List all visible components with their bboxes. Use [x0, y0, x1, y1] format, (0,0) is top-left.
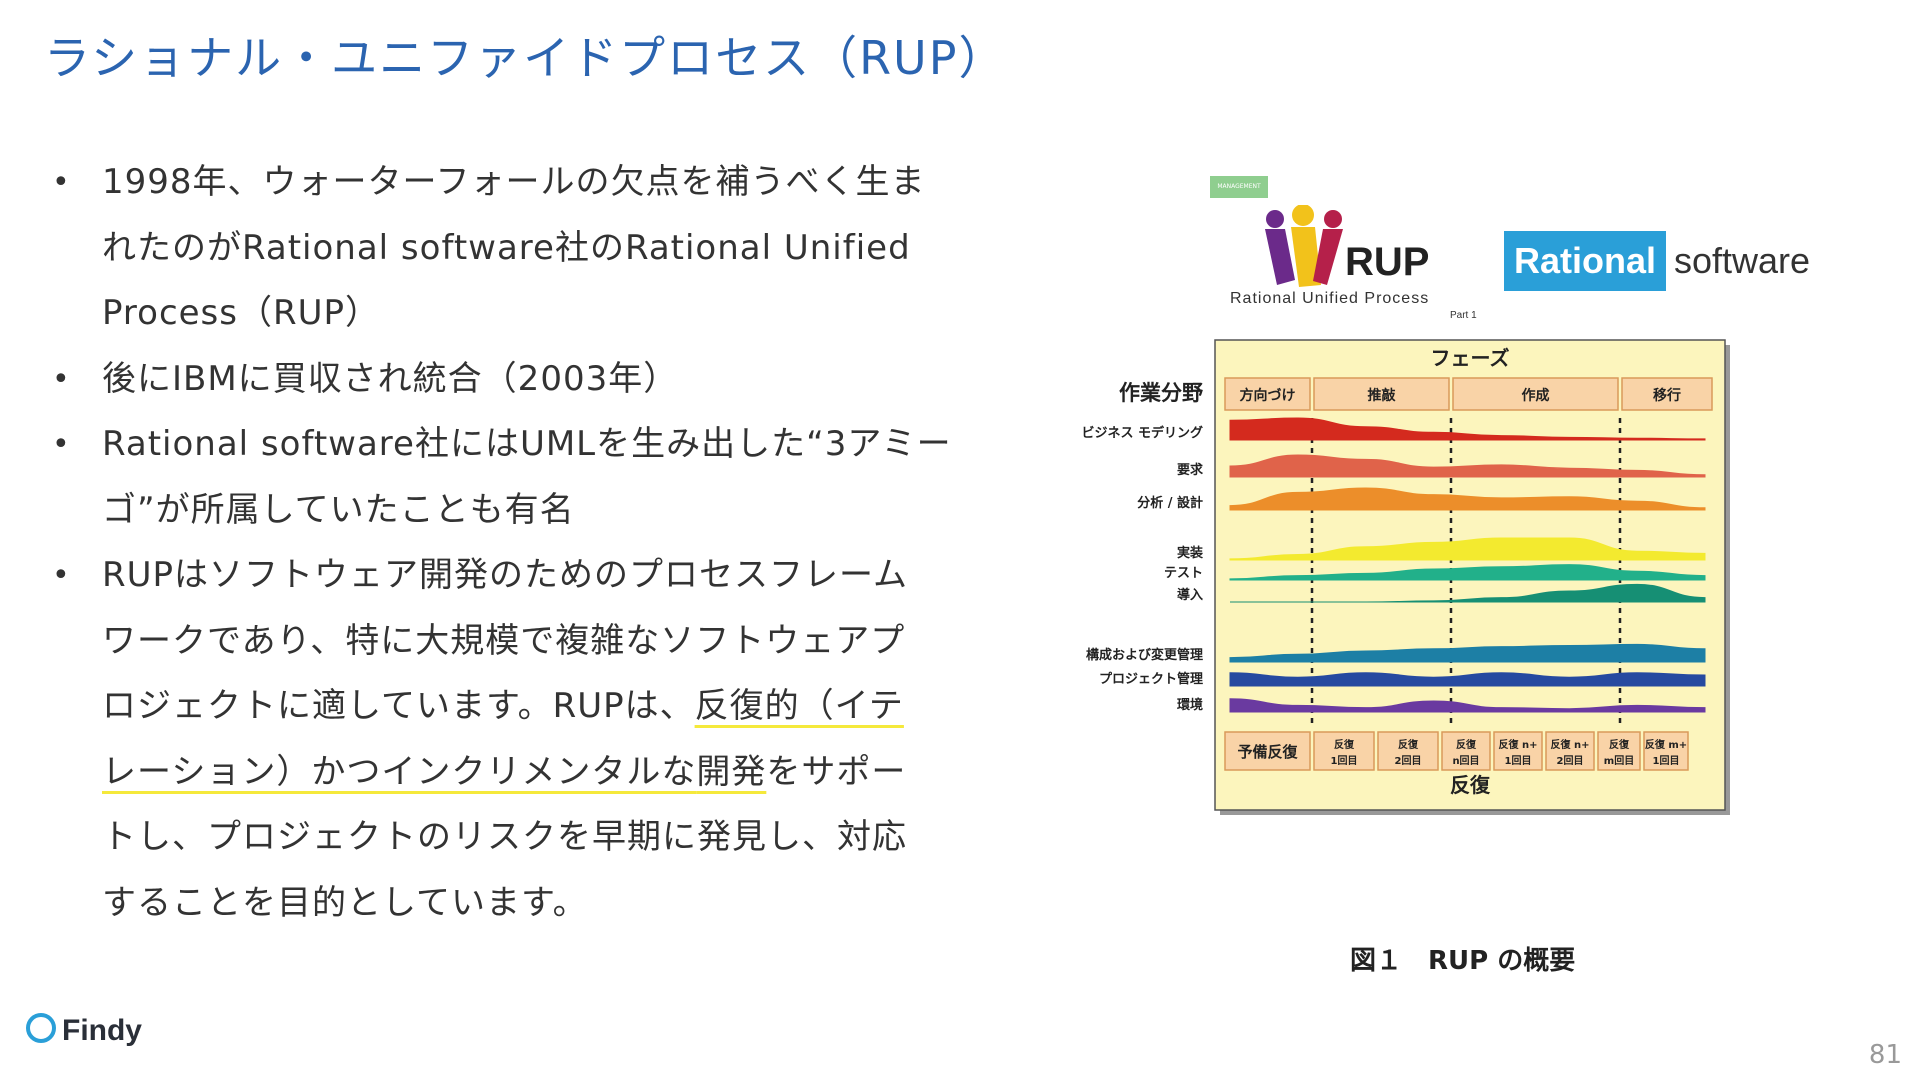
rup-logo-part: Part 1 — [1450, 310, 1477, 321]
discipline-label: ビジネス モデリング — [1081, 425, 1203, 441]
discipline-area — [1229, 643, 1706, 663]
y-axis-label: 作業分野 — [1119, 381, 1203, 405]
bullet-line: Process（RUP） — [102, 293, 380, 333]
phase-tab — [1621, 377, 1713, 411]
page-number: 81 — [1868, 1040, 1902, 1070]
discipline-label: プロジェクト管理 — [1099, 671, 1203, 687]
iteration-box — [1545, 731, 1595, 771]
rational-logo: Rational — [1504, 231, 1666, 291]
iteration-box — [1493, 731, 1543, 771]
bullet-line: Rational software社にはUMLを生み出した“3アミー — [102, 424, 952, 464]
discipline-label: 環境 — [1177, 697, 1203, 713]
iteration-box — [1441, 731, 1491, 771]
discipline-area — [1229, 454, 1706, 478]
highlighted-text: レーション）かつインクリメンタルな — [102, 751, 697, 792]
discipline-label: 構成および変更管理 — [1086, 647, 1203, 663]
figure-caption: 図１ RUP の概要 — [1350, 946, 1576, 976]
iteration-label: 反復 — [1456, 738, 1477, 751]
iteration-label: 反復 n+ — [1551, 738, 1590, 751]
bullet-line: ロジェクトに適しています。RUPは、反復的（イテ — [102, 674, 962, 740]
iteration-label: 反復 — [1609, 738, 1630, 751]
phase-label: 作成 — [1522, 387, 1550, 404]
bullet-item: 後にIBMに買収され統合（2003年） — [52, 347, 962, 413]
bullet-line: ワークであり、特に大規模で複雑なソフトウェアプ — [102, 620, 906, 661]
rational-software-text: software — [1674, 240, 1811, 281]
bullet-line: ゴ”が所属していたことも有名 — [102, 489, 575, 530]
bullet-line: トし、プロジェクトのリスクを早期に発見し、対応 — [102, 817, 907, 857]
iteration-label: 1回目 — [1653, 755, 1680, 767]
discipline-area — [1229, 417, 1706, 441]
phase-label: 移行 — [1653, 387, 1681, 404]
x-axis-label: 反復 — [1450, 773, 1491, 797]
discipline-label: 分析 / 設計 — [1137, 495, 1203, 511]
discipline-label: 導入 — [1177, 587, 1203, 603]
phase-label: 推敲 — [1368, 387, 1397, 404]
bullet-line: 1998年、ウォーターフォールの欠点を補うべく生ま — [102, 162, 926, 202]
bullet-line: RUPはソフトウェア開発のためのプロセスフレーム — [102, 555, 908, 595]
bullet-list: 1998年、ウォーターフォールの欠点を補うべく生ま れたのがRational s… — [52, 150, 962, 936]
bullet-item: 1998年、ウォーターフォールの欠点を補うべく生ま れたのがRational s… — [52, 150, 962, 347]
bullet-line: レーション）かつインクリメンタルな開発をサポー — [102, 740, 962, 806]
findy-logo-icon — [26, 1013, 56, 1043]
iteration-label: 1回目 — [1505, 755, 1532, 767]
bullet-text: ロジェクトに適しています。RUPは、 — [102, 686, 695, 726]
iteration-label: 反復 — [1398, 738, 1419, 751]
rup-people-logo-icon — [1265, 205, 1343, 287]
iteration-label: 反復 n+ — [1499, 738, 1538, 751]
iteration-label: 2回目 — [1395, 755, 1422, 767]
iteration-box — [1597, 731, 1641, 771]
discipline-label: テスト — [1164, 566, 1203, 581]
bullet-text: をサポー — [766, 751, 907, 792]
discipline-label: 実装 — [1177, 545, 1203, 561]
iteration-label: 予備反復 — [1237, 743, 1298, 761]
discipline-area — [1229, 583, 1706, 603]
discipline-area — [1229, 564, 1706, 581]
highlighted-text: 開発 — [696, 751, 767, 792]
discipline-label: 要求 — [1177, 462, 1204, 478]
bullet-item: RUPはソフトウェア開発のためのプロセスフレーム ワークであり、特に大規模で複雑… — [52, 543, 962, 936]
discipline-area — [1229, 487, 1706, 511]
iteration-label: n回目 — [1452, 755, 1479, 767]
iteration-box — [1313, 731, 1375, 771]
iteration-box — [1377, 731, 1439, 771]
bullet-line: れたのがRational software社のRational Unified — [102, 227, 911, 268]
phase-label: 方向づけ — [1240, 387, 1296, 404]
iteration-label: 1回目 — [1331, 755, 1358, 767]
iteration-label: 反復 m+ — [1645, 738, 1687, 751]
iteration-box — [1224, 731, 1311, 771]
bullet-line: することを目的としています。 — [102, 882, 588, 923]
phase-tab — [1224, 377, 1311, 411]
findy-logo: Findy — [26, 1013, 142, 1048]
rup-figure: MANAGEMENT RUP Rational Unified Process … — [1040, 170, 1880, 990]
discipline-area — [1229, 698, 1706, 713]
rup-logo-subtitle: Rational Unified Process — [1230, 290, 1430, 307]
slide-title: ラショナル・ユニファイドプロセス（RUP） — [44, 31, 1007, 85]
iteration-box — [1643, 731, 1689, 771]
bullet-item: Rational software社にはUMLを生み出した“3アミー ゴ”が所属… — [52, 412, 962, 543]
iteration-label: m回目 — [1604, 755, 1634, 767]
phase-tab — [1452, 377, 1619, 411]
bullet-line: 後にIBMに買収され統合（2003年） — [102, 358, 679, 399]
rup-logo-text: RUP — [1345, 240, 1430, 284]
phase-tab — [1313, 377, 1450, 411]
iteration-label: 2回目 — [1557, 755, 1584, 767]
chart-title: フェーズ — [1431, 346, 1510, 370]
discipline-area — [1229, 537, 1706, 561]
discipline-area — [1229, 672, 1706, 687]
management-badge: MANAGEMENT — [1210, 176, 1268, 198]
highlighted-text: 反復的（イテ — [694, 686, 904, 726]
iteration-label: 反復 — [1334, 738, 1355, 751]
